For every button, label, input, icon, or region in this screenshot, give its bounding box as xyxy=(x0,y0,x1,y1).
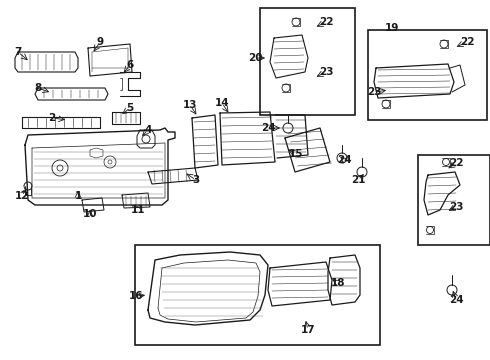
Text: 9: 9 xyxy=(97,37,103,47)
Text: 21: 21 xyxy=(351,175,365,185)
Bar xyxy=(368,30,487,120)
Text: 15: 15 xyxy=(289,149,303,159)
Text: 23: 23 xyxy=(449,202,463,212)
Text: 14: 14 xyxy=(215,98,229,108)
Text: 4: 4 xyxy=(145,125,152,135)
Text: 18: 18 xyxy=(331,278,345,288)
Text: 17: 17 xyxy=(301,325,315,335)
Bar xyxy=(135,245,380,345)
Text: 24: 24 xyxy=(449,295,464,305)
Text: 2: 2 xyxy=(49,113,56,123)
Text: 7: 7 xyxy=(14,47,22,57)
Text: 10: 10 xyxy=(83,209,97,219)
Text: 22: 22 xyxy=(460,37,474,47)
Text: 23: 23 xyxy=(367,87,381,97)
Text: 24: 24 xyxy=(337,155,351,165)
Text: 1: 1 xyxy=(74,191,82,201)
Text: 6: 6 xyxy=(126,60,134,70)
Text: 8: 8 xyxy=(34,83,42,93)
Text: 5: 5 xyxy=(126,103,134,113)
Text: 22: 22 xyxy=(319,17,333,27)
Text: 24: 24 xyxy=(261,123,275,133)
Text: 13: 13 xyxy=(183,100,197,110)
Text: 23: 23 xyxy=(319,67,333,77)
Text: 12: 12 xyxy=(15,191,29,201)
Text: 20: 20 xyxy=(248,53,262,63)
Bar xyxy=(418,155,490,245)
Text: 22: 22 xyxy=(449,158,463,168)
Text: 16: 16 xyxy=(129,291,143,301)
Text: 11: 11 xyxy=(131,205,145,215)
Text: 19: 19 xyxy=(385,23,399,33)
Text: 3: 3 xyxy=(193,175,199,185)
Bar xyxy=(260,8,355,115)
